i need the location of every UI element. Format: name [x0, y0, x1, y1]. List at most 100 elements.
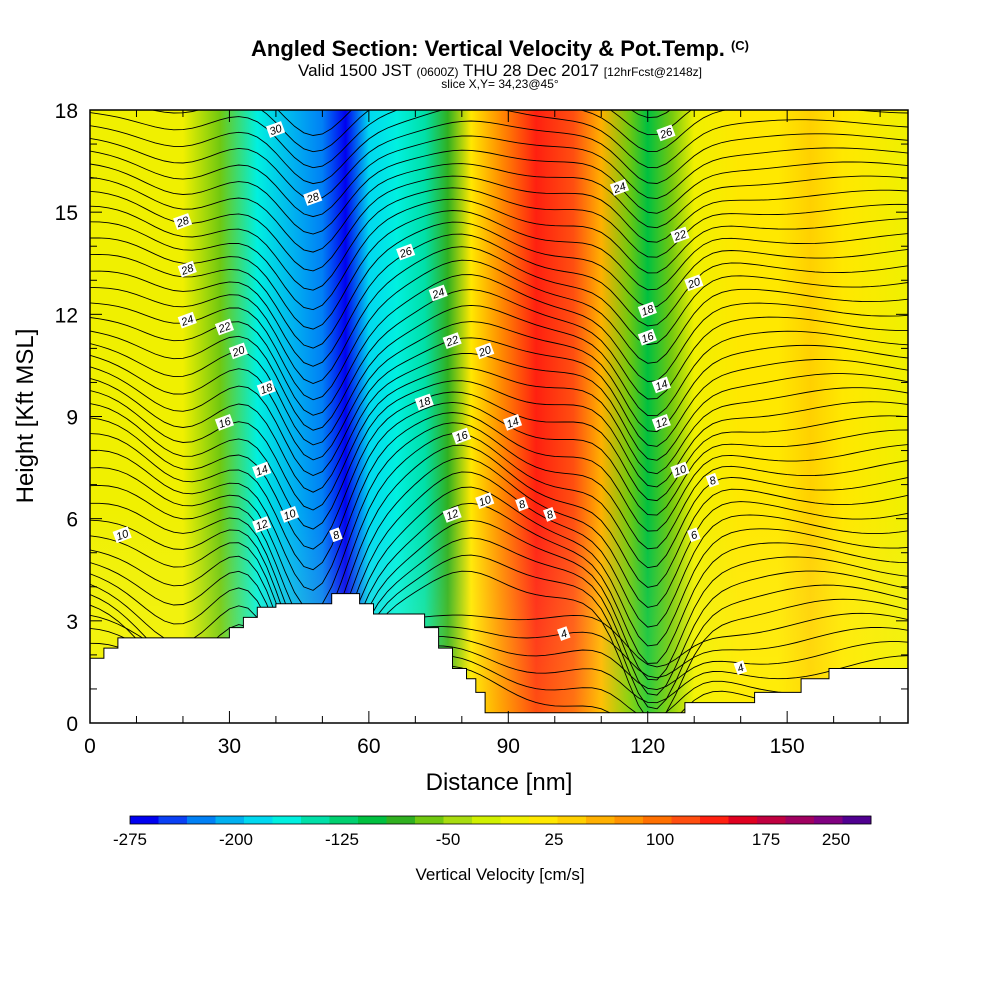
colorbar-swatch-14	[529, 816, 558, 824]
velocity-shading	[90, 110, 908, 723]
colorbar-swatch-11	[443, 816, 473, 824]
contour-label-text: 22	[444, 334, 461, 350]
contour-label-3: 28	[177, 260, 197, 278]
valid-zulu: (0600Z)	[416, 65, 459, 79]
contour-label-1: 28	[303, 189, 323, 207]
contour-label-bg	[609, 178, 630, 196]
theta-contour-8	[90, 537, 908, 723]
velocity-field	[90, 110, 908, 723]
colorbar-swatch-7	[329, 816, 359, 824]
contour-label-22: 10	[475, 492, 495, 509]
contour-label-text: 26	[397, 245, 414, 261]
contour-label-bg	[265, 121, 286, 138]
contour-label-bg	[502, 413, 523, 431]
title-mark: (C)	[730, 38, 749, 53]
contour-label-18: 18	[414, 393, 434, 411]
colorbar-swatch-9	[386, 816, 416, 824]
colorbar-tick-4: 25	[545, 830, 564, 849]
contour-label-text: 10	[115, 528, 131, 544]
y-axis-label: Height [Kft MSL]	[12, 329, 39, 504]
contour-label-bg	[656, 124, 676, 142]
colorbar-tick-6: 175	[752, 830, 780, 849]
theta-contour-20	[90, 380, 908, 530]
x-tick-label-5: 150	[770, 735, 805, 758]
contour-label-text: 16	[454, 429, 470, 445]
theta-contour-13	[90, 457, 908, 666]
x-axis-label: Distance [nm]	[426, 769, 573, 796]
contour-label-bg	[684, 274, 704, 292]
contour-label-16: 22	[442, 332, 462, 350]
theta-contour-12	[90, 471, 908, 681]
contour-label-6: 20	[228, 342, 248, 360]
contour-labels: 30 28 28 28 24 22 20 18 16 14 12 10 8 10 26 24 22 20 18 16 1…	[112, 121, 748, 675]
x-tick-label-1: 30	[218, 735, 241, 758]
theta-contours	[90, 110, 908, 723]
colorbar-tick-0: -275	[113, 830, 147, 849]
y-tick-label-3: 9	[66, 407, 78, 430]
colorbar-swatch-8	[358, 816, 387, 824]
colorbar-swatch-25	[842, 816, 872, 824]
contour-label-26: 26	[656, 124, 676, 142]
colorbar-frame	[129, 815, 872, 825]
colorbar: -275 -200 -125 -50 25 100 175 250	[113, 815, 872, 849]
contour-label-bg	[177, 260, 197, 278]
contour-label-text: 12	[445, 508, 461, 523]
contour-label-7: 18	[256, 379, 276, 397]
theta-contour-36	[90, 163, 908, 253]
valid-date: THU 28 Dec 2017	[462, 61, 600, 80]
colorbar-tick-2: -125	[325, 830, 359, 849]
theta-contour-38	[90, 135, 908, 218]
contour-label-24: 8	[543, 507, 557, 522]
colorbar-swatch-13	[500, 816, 530, 824]
colorbar-swatch-17	[614, 816, 644, 824]
theta-contour-31	[90, 221, 908, 349]
theta-contour-26	[90, 289, 908, 431]
contour-label-bg	[329, 527, 343, 543]
x-tick-label-4: 120	[630, 735, 665, 758]
colorbar-swatch-6	[301, 816, 330, 824]
contour-label-19: 16	[451, 427, 472, 445]
y-tick-label-4: 12	[55, 304, 78, 327]
contour-label-bg	[252, 461, 272, 479]
contour-label-bg	[543, 507, 557, 522]
contour-label-4: 24	[177, 311, 197, 329]
contour-label-bg	[651, 413, 671, 431]
contour-label-text: 20	[476, 344, 493, 360]
contour-label-text: 14	[654, 378, 670, 393]
contour-label-text: 28	[179, 262, 196, 278]
valid-time-line: Valid 1500 JST (0600Z) THU 28 Dec 2017 […	[0, 61, 1000, 81]
colorbar-tick-1: -200	[219, 830, 253, 849]
theta-contour-39	[90, 120, 908, 201]
contour-label-text: 20	[685, 276, 702, 292]
theta-contour-24	[90, 321, 908, 461]
forecast-info: [12hrFcst@2148z]	[603, 65, 702, 79]
theta-contour-37	[90, 149, 908, 235]
contour-label-bg	[705, 472, 720, 488]
contour-label-text: 28	[174, 214, 191, 230]
colorbar-swatch-21	[728, 816, 758, 824]
theta-contour-19	[90, 391, 908, 550]
colorbar-tick-5: 100	[646, 830, 674, 849]
theta-contour-34	[90, 187, 908, 291]
contour-label-text: 8	[708, 474, 719, 488]
colorbar-swatch-24	[814, 816, 843, 824]
colorbar-tick-7: 250	[822, 830, 850, 849]
colorbar-label: Vertical Velocity [cm/s]	[415, 865, 584, 884]
contour-label-text: 20	[230, 344, 247, 360]
colorbar-swatch-12	[472, 816, 501, 824]
x-tick-label-3: 90	[497, 735, 520, 758]
chart-title: Angled Section: Vertical Velocity & Pot.…	[0, 36, 1000, 62]
y-axis: 0 3 6 9 12 15 18	[55, 100, 908, 736]
contour-label-36: 6	[687, 527, 701, 542]
contour-label-bg	[637, 301, 657, 319]
theta-contour-30	[90, 233, 908, 367]
contour-label-text: 14	[254, 463, 270, 478]
contour-label-text: 24	[179, 313, 196, 329]
colorbar-swatch-5	[272, 816, 302, 824]
contour-label-0: 30	[265, 121, 286, 138]
contour-label-bg	[733, 660, 748, 675]
contour-label-bg	[214, 413, 235, 431]
contour-label-bg	[442, 332, 462, 350]
contour-label-text: 12	[654, 416, 670, 431]
